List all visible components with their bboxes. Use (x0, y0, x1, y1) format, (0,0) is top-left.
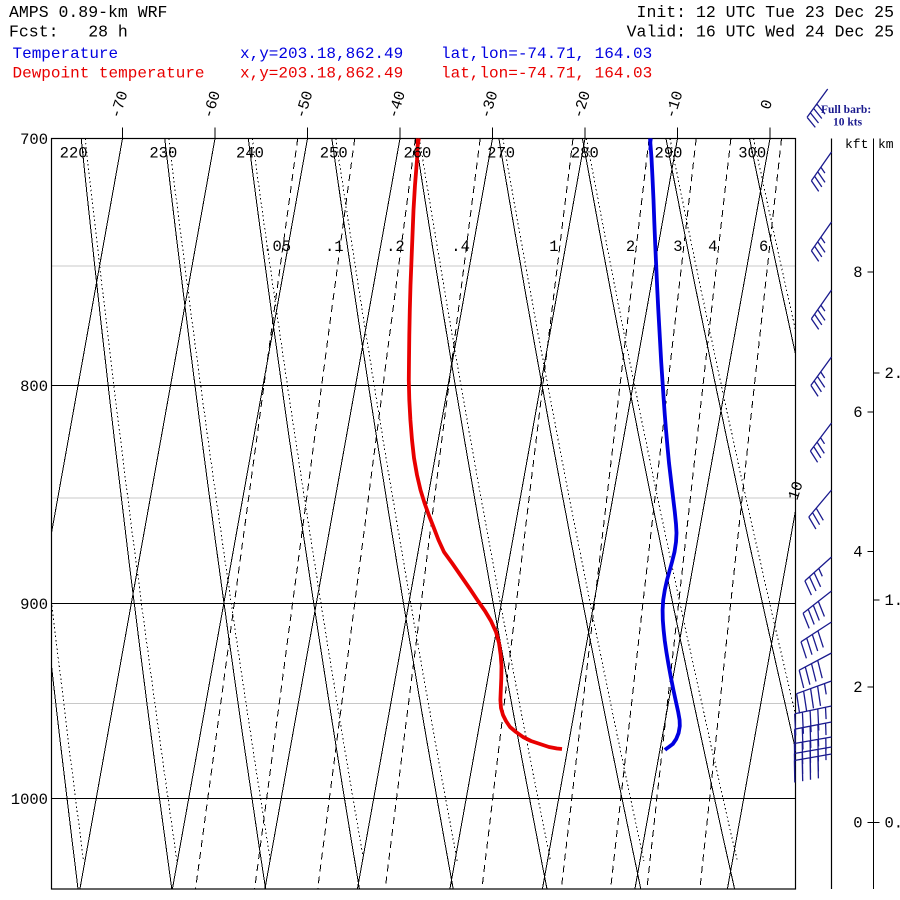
svg-text:2: 2 (626, 238, 635, 256)
svg-text:.1: .1 (325, 238, 344, 256)
svg-text:1000: 1000 (11, 791, 48, 809)
svg-text:8: 8 (853, 264, 862, 282)
svg-text:0: 0 (853, 815, 862, 833)
svg-text:Valid: 16 UTC Wed 24 Dec 25: Valid: 16 UTC Wed 24 Dec 25 (627, 23, 894, 42)
svg-text:lat,lon=-74.71, 164.03: lat,lon=-74.71, 164.03 (441, 65, 652, 83)
svg-text:300: 300 (738, 145, 766, 163)
svg-text:6: 6 (853, 404, 862, 422)
svg-text:220: 220 (60, 145, 88, 163)
svg-text:250: 250 (320, 145, 348, 163)
svg-text:2: 2 (853, 679, 862, 697)
svg-text:10: 10 (785, 479, 808, 502)
svg-text:4: 4 (708, 238, 717, 256)
svg-text:260: 260 (403, 145, 431, 163)
svg-text:3: 3 (673, 238, 682, 256)
svg-text:lat,lon=-74.71, 164.03: lat,lon=-74.71, 164.03 (441, 45, 652, 63)
svg-text:0.: 0. (885, 815, 900, 833)
svg-text:230: 230 (149, 145, 177, 163)
svg-text:AMPS 0.89-km WRF: AMPS 0.89-km WRF (9, 3, 167, 22)
svg-text:290: 290 (655, 145, 683, 163)
svg-text:Dewpoint temperature: Dewpoint temperature (13, 65, 205, 83)
svg-text:Full barb:: Full barb: (821, 104, 871, 116)
svg-text:Fcst: 28 h: Fcst: 28 h (9, 23, 128, 42)
svg-text:270: 270 (487, 145, 515, 163)
svg-text:700: 700 (20, 131, 48, 149)
svg-text:800: 800 (20, 378, 48, 396)
svg-text:6: 6 (759, 238, 768, 256)
svg-text:x,y=203.18,862.49: x,y=203.18,862.49 (240, 65, 403, 83)
svg-text:.4: .4 (451, 238, 470, 256)
svg-text:Init: 12 UTC Tue 23 Dec 25: Init: 12 UTC Tue 23 Dec 25 (637, 3, 894, 22)
svg-text:1: 1 (549, 238, 558, 256)
svg-text:kft: kft (845, 137, 868, 152)
svg-text:900: 900 (20, 596, 48, 614)
svg-text:.2: .2 (386, 238, 405, 256)
svg-text:10 kts: 10 kts (833, 117, 863, 129)
svg-text:Temperature: Temperature (13, 45, 119, 63)
svg-text:km: km (878, 137, 894, 152)
svg-text:.05: .05 (263, 238, 291, 256)
svg-text:1.: 1. (885, 592, 900, 610)
svg-text:240: 240 (236, 145, 264, 163)
svg-text:280: 280 (571, 145, 599, 163)
svg-text:4: 4 (853, 544, 862, 562)
svg-text:2.: 2. (885, 365, 900, 383)
svg-text:x,y=203.18,862.49: x,y=203.18,862.49 (240, 45, 403, 63)
